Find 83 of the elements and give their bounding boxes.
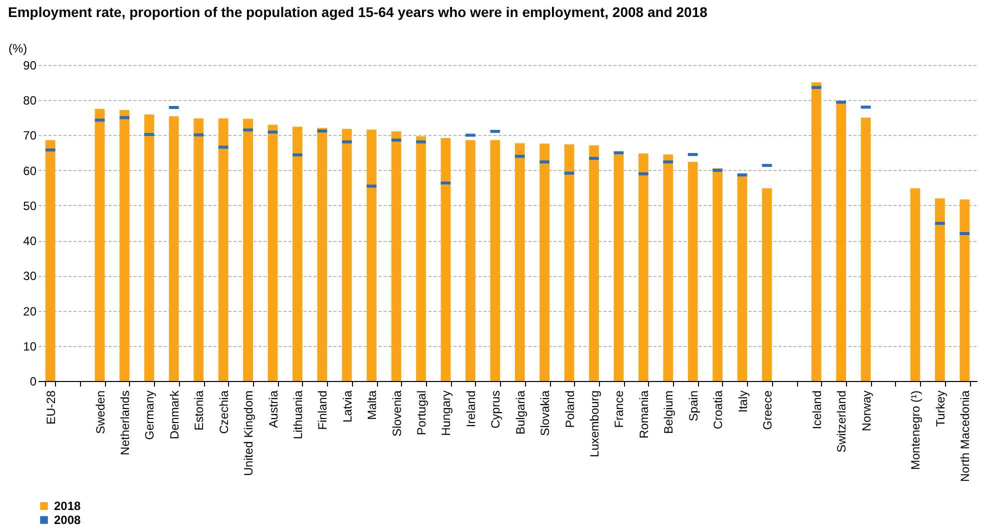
x-tick-label: Romania — [636, 390, 651, 439]
y-tick-label: 20 — [23, 304, 37, 318]
bar — [663, 154, 674, 381]
x-tick-label: United Kingdom — [242, 390, 256, 476]
x-tick-label: Greece — [760, 390, 774, 430]
bar — [836, 100, 846, 381]
y-tick-label: 0 — [30, 374, 37, 388]
x-tick-label: Netherlands — [118, 390, 132, 456]
x-tick-label: Czechia — [216, 390, 231, 434]
legend-label: 2018 — [54, 499, 82, 513]
x-tick-label: Estonia — [192, 390, 206, 431]
y-tick-label: 90 — [23, 58, 37, 72]
bar — [638, 153, 648, 381]
x-tick-label: Slovakia — [538, 390, 552, 436]
bar — [490, 140, 500, 381]
bar — [934, 198, 945, 381]
bar — [564, 144, 574, 381]
x-tick-label: Lithuania — [290, 390, 305, 440]
bar — [268, 124, 278, 381]
x-tick-label: Bulgaria — [513, 390, 528, 435]
y-axis-title: (%) — [8, 42, 28, 56]
x-tick-label: Belgium — [662, 390, 676, 434]
x-tick-label: North Macedonia — [958, 390, 972, 482]
y-tick-label: 70 — [23, 128, 37, 143]
bar — [120, 110, 130, 381]
bar — [440, 138, 451, 381]
x-tick-label: Switzerland — [834, 390, 849, 453]
x-tick-label: Cyprus — [488, 390, 503, 429]
y-tick-label: 40 — [23, 234, 37, 248]
x-tick-label: Finland — [316, 390, 330, 430]
bar — [762, 188, 772, 381]
x-tick-label: Italy — [736, 390, 750, 413]
bar — [514, 143, 525, 381]
bar — [45, 140, 56, 381]
x-tick-label: Iceland — [810, 390, 824, 430]
y-tick-label: 60 — [23, 164, 37, 178]
x-tick-label: Croatia — [711, 390, 726, 430]
bar — [317, 128, 328, 381]
x-tick-label: France — [612, 390, 626, 428]
bar — [688, 162, 698, 381]
bar — [194, 118, 204, 381]
x-tick-label: Turkey — [933, 390, 948, 427]
bar — [366, 130, 377, 381]
bar — [243, 118, 253, 381]
y-tick-label: 50 — [23, 198, 37, 213]
bar — [811, 82, 822, 381]
bar — [465, 140, 476, 381]
bar — [342, 128, 352, 381]
y-tick-label: 30 — [23, 269, 37, 284]
bar — [540, 144, 550, 381]
x-tick-label: Hungary — [439, 390, 454, 436]
y-tick-label: 10 — [23, 339, 37, 354]
bar — [391, 131, 402, 381]
bar — [589, 145, 599, 381]
chart-title: Employment rate, proportion of the population aged 15-64 years who were in employment, 2008 and 2018 — [8, 4, 708, 20]
bar — [144, 114, 154, 381]
x-tick-label: Poland — [562, 390, 577, 428]
x-tick-label: EU-28 — [44, 390, 58, 425]
bar — [960, 199, 970, 381]
bar — [416, 136, 426, 381]
legend-label: 2008 — [54, 513, 82, 527]
x-tick-label: Austria — [266, 390, 280, 428]
x-tick-label: Slovenia — [390, 390, 404, 437]
x-tick-label: Portugal — [414, 390, 429, 436]
x-tick-label: Sweden — [93, 390, 108, 434]
x-tick-label: Norway — [859, 390, 874, 432]
x-tick-label: Latvia — [340, 390, 354, 423]
bar — [218, 118, 228, 381]
x-tick-label: Denmark — [167, 390, 182, 440]
x-tick-label: Germany — [142, 390, 157, 440]
x-tick-label: Montenegro (¹) — [908, 390, 923, 470]
x-tick-label: Luxembourg — [587, 390, 602, 458]
bar — [712, 168, 722, 381]
x-tick-label: Spain — [686, 390, 700, 422]
y-tick-label: 80 — [23, 94, 37, 108]
bar — [860, 118, 871, 381]
bar — [910, 188, 920, 381]
bar — [737, 176, 748, 381]
bar — [94, 108, 105, 381]
x-tick-label: Ireland — [464, 390, 478, 428]
x-tick-label: Malta — [365, 390, 380, 420]
bar — [292, 126, 302, 381]
bar — [168, 116, 179, 381]
